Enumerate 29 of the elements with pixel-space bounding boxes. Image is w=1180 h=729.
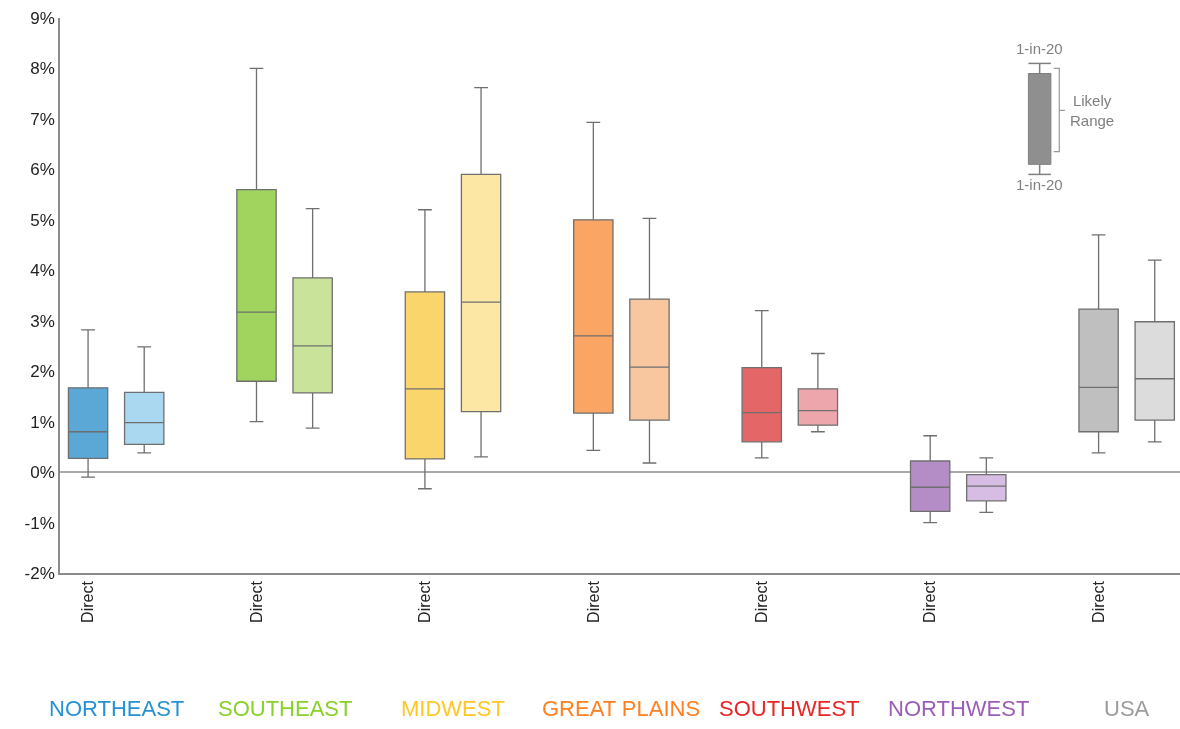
text: Direct bbox=[752, 581, 770, 623]
y-tick-label: -1% bbox=[24, 513, 55, 533]
y-tick-label: 6% bbox=[30, 160, 55, 180]
y-tick-label: -2% bbox=[24, 563, 55, 583]
text: Direct bbox=[584, 581, 602, 623]
text: Direct bbox=[921, 580, 939, 623]
annotation: 1-in-20 bbox=[1016, 40, 1063, 57]
text: Direct bbox=[79, 581, 97, 623]
text: Direct bbox=[247, 581, 265, 623]
y-tick-label: 2% bbox=[30, 362, 55, 382]
y-tick-label: 4% bbox=[30, 261, 55, 281]
y-tick-label: 5% bbox=[30, 210, 55, 230]
y-tick-label: 9% bbox=[30, 8, 55, 28]
y-tick-label: 7% bbox=[30, 109, 55, 129]
x-tick-label: MIDWEST bbox=[401, 696, 505, 721]
y-tick-label: 8% bbox=[30, 59, 55, 79]
y-tick-label: 3% bbox=[30, 311, 55, 331]
x-tick-label: GREAT PLAINS bbox=[542, 696, 701, 721]
y-tick-label: 1% bbox=[30, 412, 55, 432]
annotation: Likely Range bbox=[1070, 92, 1115, 129]
text: Direct bbox=[416, 581, 434, 623]
x-tick-label: NORTHEAST bbox=[49, 696, 185, 721]
text: Direct bbox=[1089, 581, 1107, 623]
x-tick-label: USA bbox=[1104, 696, 1150, 721]
x-tick-label: NORTHWEST bbox=[888, 696, 1030, 721]
x-tick-label: SOUTHWEST bbox=[719, 696, 860, 721]
annotation: 1-in-20 bbox=[1016, 176, 1063, 193]
x-tick-label: SOUTHEAST bbox=[218, 696, 353, 721]
y-tick-label: 0% bbox=[30, 463, 55, 483]
